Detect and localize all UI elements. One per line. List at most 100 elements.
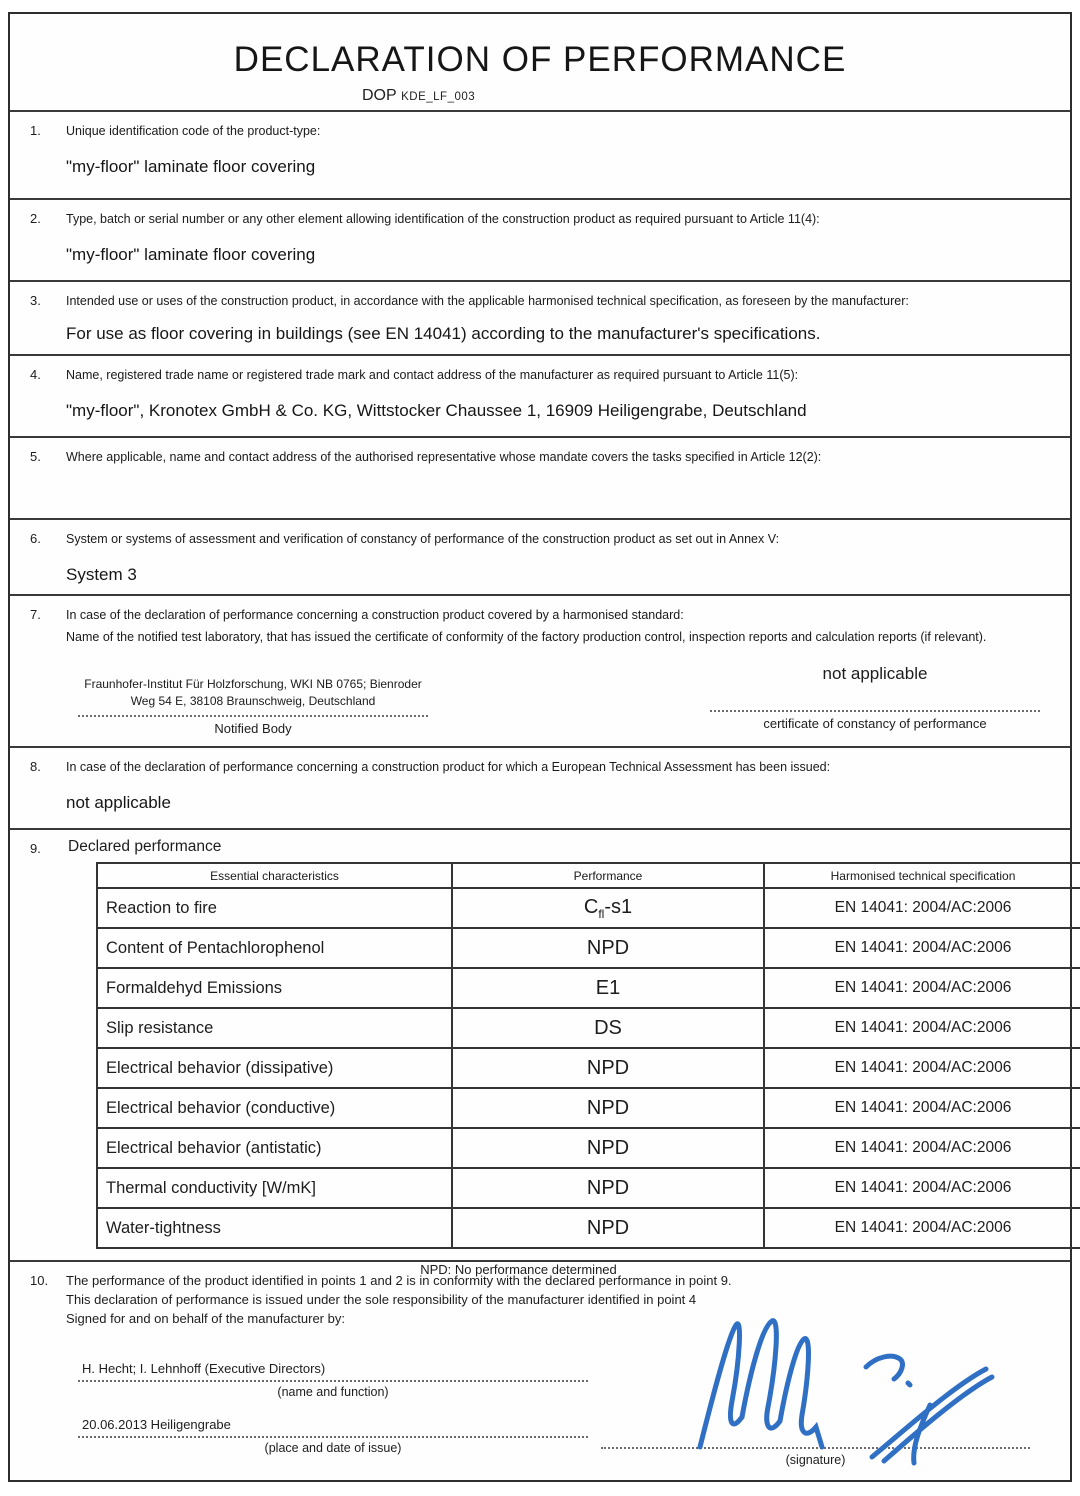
cell-spec: EN 14041: 2004/AC:2006	[763, 1087, 1080, 1129]
cell-characteristic: Reaction to fire	[96, 887, 453, 929]
cell-performance: NPD	[451, 1127, 765, 1169]
section-label: Intended use or uses of the construction…	[66, 294, 909, 308]
cell-performance: NPD	[451, 927, 765, 969]
place-date-value: 20.06.2013 Heiligengrabe	[82, 1416, 231, 1432]
section-7: 7. In case of the declaration of perform…	[10, 596, 1070, 748]
header-harmonised-spec: Harmonised technical specification	[763, 862, 1080, 889]
doc-code-line: DOP KDE_LF_003	[10, 87, 1070, 105]
section-1: 1. Unique identification code of the pro…	[10, 112, 1070, 200]
notified-body-block: Fraunhofer-Institut Für Holzforschung, W…	[78, 676, 428, 736]
name-function-caption: (name and function)	[277, 1384, 389, 1399]
section-number: 10.	[30, 1273, 49, 1288]
section-label-line2: Name of the notified test laboratory, th…	[66, 630, 987, 645]
cell-spec: EN 14041: 2004/AC:2006	[763, 967, 1080, 1009]
place-date-underline	[78, 1435, 588, 1438]
table-row: Content of Pentachlorophenol NPD EN 1404…	[96, 927, 1080, 969]
table-row: Electrical behavior (dissipative) NPD EN…	[96, 1047, 1080, 1089]
section-3: 3. Intended use or uses of the construct…	[10, 282, 1070, 356]
section-label: Type, batch or serial number or any othe…	[66, 212, 820, 226]
table-row: Electrical behavior (conductive) NPD EN …	[96, 1087, 1080, 1129]
cell-spec: EN 14041: 2004/AC:2006	[763, 1007, 1080, 1049]
section-5: 5. Where applicable, name and contact ad…	[10, 438, 1070, 520]
cell-characteristic: Electrical behavior (dissipative)	[96, 1047, 453, 1089]
notified-body-underline	[78, 714, 428, 717]
section-label: Unique identification code of the produc…	[66, 124, 321, 138]
page-title: DECLARATION OF PERFORMANCE	[233, 40, 847, 79]
conformity-line3: Signed for and on behalf of the manufact…	[66, 1310, 345, 1326]
section-value: "my-floor" laminate floor covering	[66, 245, 316, 265]
table-row: Water-tightness NPD EN 14041: 2004/AC:20…	[96, 1207, 1080, 1249]
cell-performance: Cfl-s1	[451, 887, 765, 929]
section-9: 9. Declared performance Essential charac…	[10, 830, 1080, 1277]
section-label: Where applicable, name and contact addre…	[66, 450, 822, 464]
header-essential-characteristics: Essential characteristics	[96, 862, 453, 889]
section-number: 7.	[30, 607, 41, 622]
cell-spec: EN 14041: 2004/AC:2006	[763, 1207, 1080, 1249]
section-number: 6.	[30, 531, 41, 546]
table-row: Reaction to fire Cfl-s1 EN 14041: 2004/A…	[96, 887, 1080, 929]
table-row: Electrical behavior (antistatic) NPD EN …	[96, 1127, 1080, 1169]
table-row: Formaldehyd Emissions E1 EN 14041: 2004/…	[96, 967, 1080, 1009]
conformity-line2: This declaration of performance is issue…	[66, 1291, 697, 1307]
document-page: DECLARATION OF PERFORMANCE DOP KDE_LF_00…	[8, 12, 1080, 1482]
notified-body-caption: Notified Body	[214, 720, 292, 736]
section-number: 2.	[30, 211, 41, 226]
section-6: 6. System or systems of assessment and v…	[10, 520, 1070, 596]
section-value: not applicable	[66, 793, 171, 813]
notified-body-line1: Fraunhofer-Institut Für Holzforschung, W…	[84, 676, 422, 691]
cell-characteristic: Electrical behavior (conductive)	[96, 1087, 453, 1129]
name-and-date-block: H. Hecht; I. Lehnhoff (Executive Directo…	[66, 1361, 601, 1467]
cell-characteristic: Content of Pentachlorophenol	[96, 927, 453, 969]
npd-note: NPD: No performance determined	[420, 1262, 617, 1277]
cell-spec: EN 14041: 2004/AC:2006	[763, 1167, 1080, 1209]
perf-main: C	[583, 895, 599, 918]
certificate-underline	[710, 709, 1040, 712]
signature-block: (signature)	[601, 1318, 1052, 1467]
cell-spec: EN 14041: 2004/AC:2006	[763, 887, 1080, 929]
place-date-caption: (place and date of issue)	[264, 1440, 402, 1455]
doc-code-prefix: DOP	[362, 87, 397, 104]
conformity-line1: The performance of the product identifie…	[66, 1273, 732, 1288]
cell-performance: DS	[451, 1007, 765, 1049]
notified-body-line2: Weg 54 E, 38108 Braunschweig, Deutschlan…	[130, 694, 376, 709]
certificate-block: not applicable certificate of constancy …	[710, 664, 1040, 736]
section-number: 9.	[30, 841, 41, 856]
section-2: 2. Type, batch or serial number or any o…	[10, 200, 1070, 282]
table-row: Slip resistance DS EN 14041: 2004/AC:200…	[96, 1007, 1080, 1049]
section-value: System 3	[66, 565, 137, 585]
cell-performance: NPD	[451, 1207, 765, 1249]
section-value: "my-floor", Kronotex GmbH & Co. KG, Witt…	[66, 401, 807, 421]
section-4: 4. Name, registered trade name or regist…	[10, 356, 1070, 438]
name-function-value: H. Hecht; I. Lehnhoff (Executive Directo…	[82, 1360, 326, 1376]
signature-caption: (signature)	[785, 1452, 846, 1467]
certificate-caption: certificate of constancy of performance	[763, 715, 987, 731]
section-value: "my-floor" laminate floor covering	[66, 157, 316, 177]
declared-performance-heading: Declared performance	[68, 838, 222, 855]
signature-image	[697, 1318, 995, 1466]
cell-characteristic: Slip resistance	[96, 1007, 453, 1049]
performance-table: Essential characteristics Performance Ha…	[96, 862, 1080, 1249]
cell-spec: EN 14041: 2004/AC:2006	[763, 1047, 1080, 1089]
section-number: 3.	[30, 293, 41, 308]
certificate-value: not applicable	[822, 663, 928, 683]
cell-performance: E1	[451, 967, 765, 1009]
cell-spec: EN 14041: 2004/AC:2006	[763, 927, 1080, 969]
cell-characteristic: Formaldehyd Emissions	[96, 967, 453, 1009]
cell-characteristic: Water-tightness	[96, 1207, 453, 1249]
cell-spec: EN 14041: 2004/AC:2006	[763, 1127, 1080, 1169]
section-10: 10. The performance of the product ident…	[10, 1262, 1070, 1480]
table-row: Thermal conductivity [W/mK] NPD EN 14041…	[96, 1167, 1080, 1209]
cell-performance: NPD	[451, 1087, 765, 1129]
section-value: For use as floor covering in buildings (…	[66, 324, 821, 344]
cell-performance: NPD	[451, 1167, 765, 1209]
section-number: 5.	[30, 449, 41, 464]
cell-performance: NPD	[451, 1047, 765, 1089]
doc-code: KDE_LF_003	[401, 91, 476, 103]
signature-underline	[601, 1446, 1030, 1449]
section-number: 1.	[30, 123, 41, 138]
section-number: 8.	[30, 759, 41, 774]
header-performance: Performance	[451, 862, 765, 889]
section-8: 8. In case of the declaration of perform…	[10, 748, 1070, 830]
section-label-line1: In case of the declaration of performanc…	[66, 608, 684, 622]
cell-characteristic: Thermal conductivity [W/mK]	[96, 1167, 453, 1209]
